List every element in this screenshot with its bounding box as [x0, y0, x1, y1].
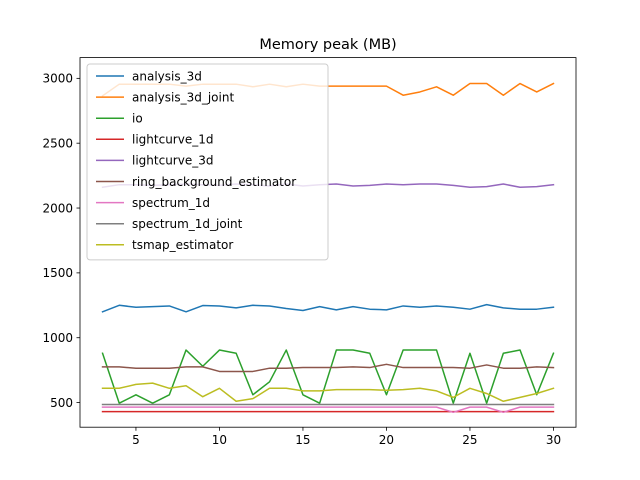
legend-label-spectrum-1d-joint: spectrum_1d_joint	[132, 217, 243, 231]
legend-label-analysis-3d: analysis_3d	[132, 69, 202, 83]
x-tick-label: 5	[132, 433, 140, 447]
series-line-io	[101, 349, 555, 404]
x-tick-label: 10	[212, 433, 227, 447]
y-tick-label: 2000	[42, 201, 73, 215]
legend-label-ring-background-estimator: ring_background_estimator	[132, 175, 296, 189]
legend-box	[86, 63, 329, 261]
series-line-spectrum-1d	[101, 406, 555, 414]
y-tick-label: 1500	[42, 266, 73, 280]
x-axis: 5 10 15 20 25 30	[132, 427, 561, 447]
series-line-ring-background-estimator	[101, 363, 555, 373]
x-tick-label: 30	[546, 433, 561, 447]
y-tick-label: 3000	[42, 72, 73, 86]
x-tick-label: 15	[295, 433, 310, 447]
legend-label-lightcurve-1d: lightcurve_1d	[132, 133, 213, 147]
chart-title: Memory peak (MB)	[259, 37, 396, 53]
y-tick-label: 1000	[42, 331, 73, 345]
plot-frame	[79, 57, 577, 428]
x-tick-label: 20	[379, 433, 394, 447]
series-line-tsmap-estimator	[101, 382, 555, 403]
legend-label-lightcurve-3d: lightcurve_3d	[132, 154, 213, 168]
legend-label-tsmap-estimator: tsmap_estimator	[132, 238, 233, 252]
legend-label-analysis-3d-joint: analysis_3d_joint	[132, 90, 234, 104]
legend-label-spectrum-1d: spectrum_1d	[132, 196, 210, 210]
legend-label-io: io	[132, 112, 143, 126]
x-tick-label: 25	[462, 433, 477, 447]
y-axis: 500 1000 1500 2000 2500 3000	[42, 72, 80, 410]
series-line-analysis-3d	[101, 303, 555, 313]
y-tick-label: 2500	[42, 136, 73, 150]
y-tick-label: 500	[50, 396, 73, 410]
